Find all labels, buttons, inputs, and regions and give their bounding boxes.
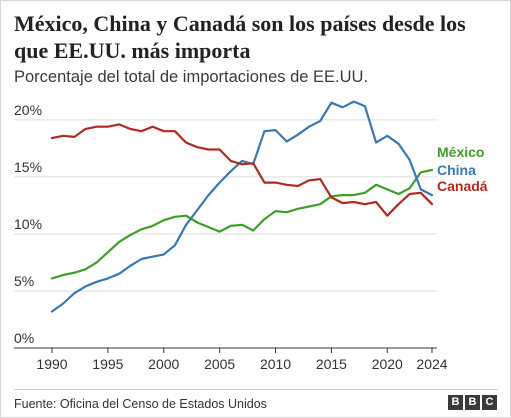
series-line-china — [50, 100, 434, 313]
series-label: México — [437, 144, 484, 160]
footer-divider — [14, 389, 498, 390]
series-label: Canadá — [437, 178, 488, 194]
x-tick-label: 2024 — [416, 356, 447, 372]
y-tick-label: 10% — [14, 216, 42, 232]
y-tick-label: 20% — [14, 102, 42, 118]
x-tick-label: 2020 — [372, 356, 403, 372]
series-line-canadá — [50, 123, 434, 217]
series-line-méxico — [50, 168, 434, 280]
y-tick-label: 15% — [14, 159, 42, 175]
source-note: Fuente: Oficina del Censo de Estados Uni… — [14, 397, 267, 411]
chart-subtitle: Porcentaje del total de importaciones de… — [14, 68, 369, 86]
bbc-logo-letter: B — [465, 395, 480, 410]
chart-title: México, China y Canadá son los países de… — [14, 11, 466, 63]
bbc-logo-letter: B — [448, 395, 463, 410]
x-tick-label: 2015 — [316, 356, 347, 372]
bbc-logo: B B C — [448, 395, 497, 410]
y-tick-label: 5% — [14, 273, 34, 289]
x-tick-label: 1995 — [92, 356, 123, 372]
x-tick-label: 2010 — [260, 356, 291, 372]
x-tick-label: 1990 — [36, 356, 67, 372]
bbc-logo-letter: C — [482, 395, 497, 410]
x-tick-label: 2005 — [204, 356, 235, 372]
series-label: China — [437, 162, 476, 178]
x-tick-label: 2000 — [148, 356, 179, 372]
y-tick-label: 0% — [14, 330, 34, 346]
